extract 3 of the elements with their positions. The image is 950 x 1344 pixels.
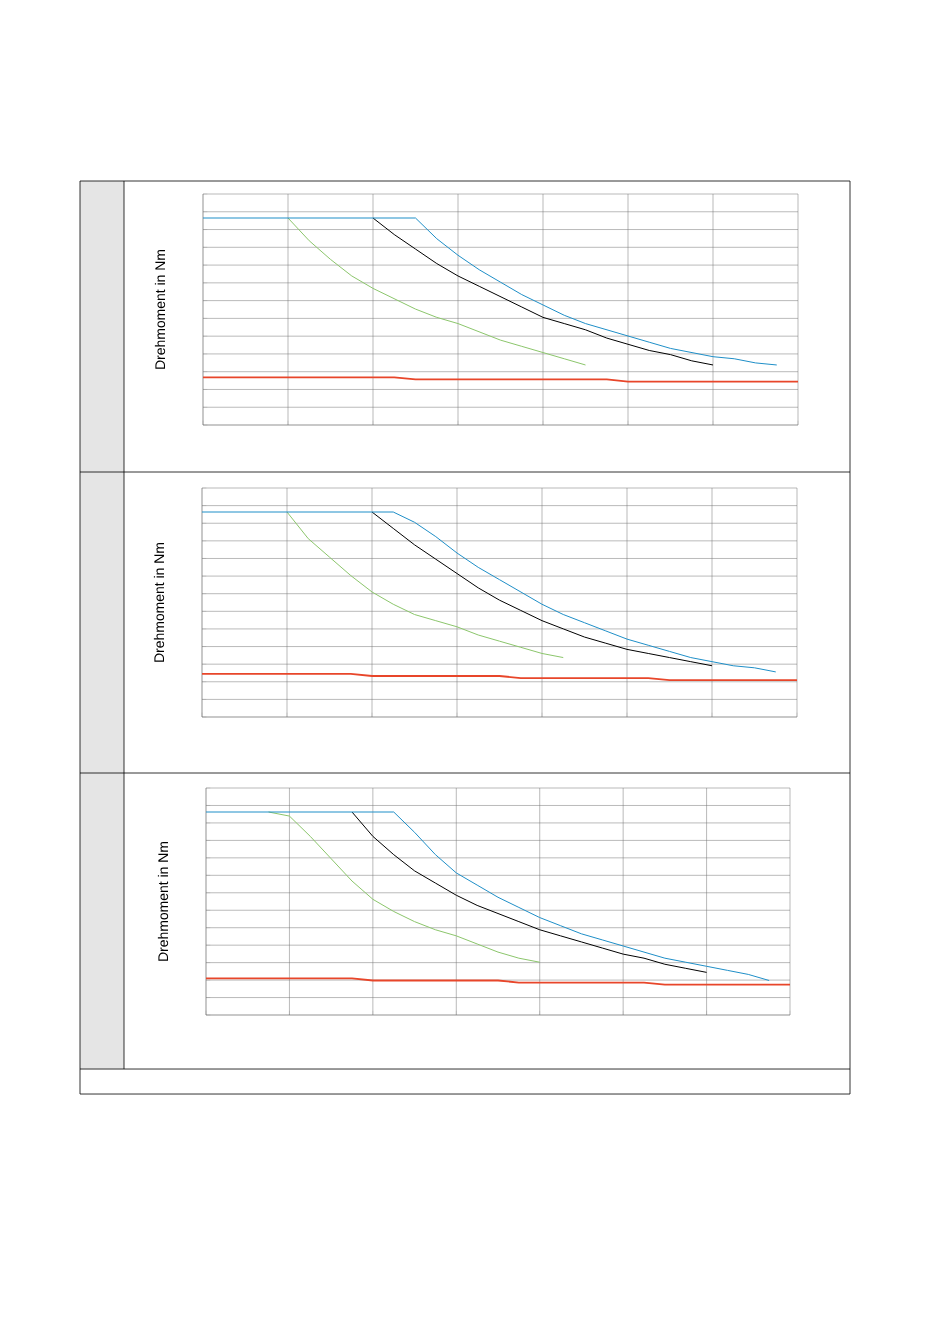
y-axis-title: Drehmoment in Nm (154, 249, 166, 369)
y-axis-title: Drehmoment in Nm (153, 543, 165, 662)
y-axis-title: Drehmoment in Nm (157, 842, 169, 961)
